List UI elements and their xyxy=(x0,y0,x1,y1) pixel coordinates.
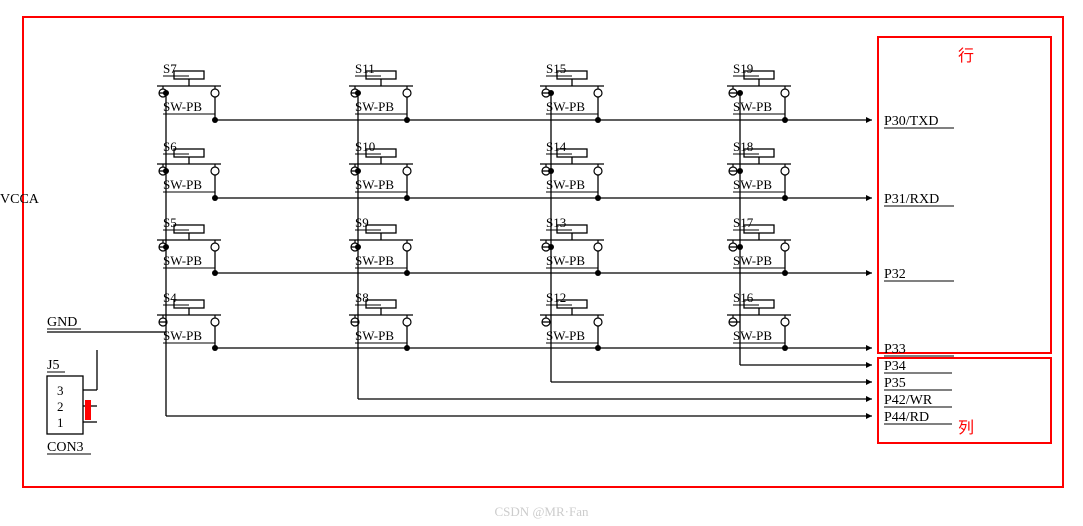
switch-type: SW-PB xyxy=(163,99,202,114)
switch-type: SW-PB xyxy=(546,99,585,114)
switch-ref: S5 xyxy=(163,215,177,230)
switch-type: SW-PB xyxy=(733,177,772,192)
switch-type: SW-PB xyxy=(355,253,394,268)
switch-type: SW-PB xyxy=(733,253,772,268)
switch-ref: S17 xyxy=(733,215,754,230)
connector-type: CON3 xyxy=(47,440,84,455)
switch-ref: S13 xyxy=(546,215,566,230)
switch-ref: S19 xyxy=(733,61,753,76)
row-signal-label: P33 xyxy=(884,342,906,357)
switch-ref: S12 xyxy=(546,290,566,305)
col-signal-label: P35 xyxy=(884,376,906,391)
vcca-label: VCCA xyxy=(0,192,40,207)
switch-ref: S4 xyxy=(163,290,177,305)
row-signal-label: P32 xyxy=(884,267,906,282)
connector-pin: 3 xyxy=(57,383,64,398)
switch-type: SW-PB xyxy=(546,177,585,192)
col-signal-label: P42/WR xyxy=(884,393,933,408)
switch-type: SW-PB xyxy=(733,99,772,114)
switch-ref: S7 xyxy=(163,61,177,76)
switch-type: SW-PB xyxy=(733,328,772,343)
switch-ref: S14 xyxy=(546,139,567,154)
col-signal-label: P34 xyxy=(884,359,906,374)
switch-type: SW-PB xyxy=(546,328,585,343)
col-label-cn: 列 xyxy=(958,419,974,437)
row-label-cn: 行 xyxy=(958,47,974,65)
connector-ref: J5 xyxy=(47,358,59,373)
switch-type: SW-PB xyxy=(163,328,202,343)
col-signal-label: P44/RD xyxy=(884,410,929,425)
switch-ref: S9 xyxy=(355,215,369,230)
switch-ref: S6 xyxy=(163,139,177,154)
row-signal-label: P30/TXD xyxy=(884,114,938,129)
switch-type: SW-PB xyxy=(163,253,202,268)
switch-ref: S16 xyxy=(733,290,754,305)
watermark: CSDN @MR·Fan xyxy=(495,504,589,519)
switch-ref: S11 xyxy=(355,61,375,76)
connector-pin: 1 xyxy=(57,415,64,430)
connector-pin: 2 xyxy=(57,399,64,414)
row-signal-label: P31/RXD xyxy=(884,192,939,207)
switch-type: SW-PB xyxy=(355,328,394,343)
switch-type: SW-PB xyxy=(355,177,394,192)
gnd-label: GND xyxy=(47,315,77,330)
pin2-marker xyxy=(85,400,91,420)
switch-type: SW-PB xyxy=(546,253,585,268)
switch-type: SW-PB xyxy=(163,177,202,192)
switch-type: SW-PB xyxy=(355,99,394,114)
switch-ref: S8 xyxy=(355,290,369,305)
switch-ref: S15 xyxy=(546,61,566,76)
switch-ref: S18 xyxy=(733,139,753,154)
